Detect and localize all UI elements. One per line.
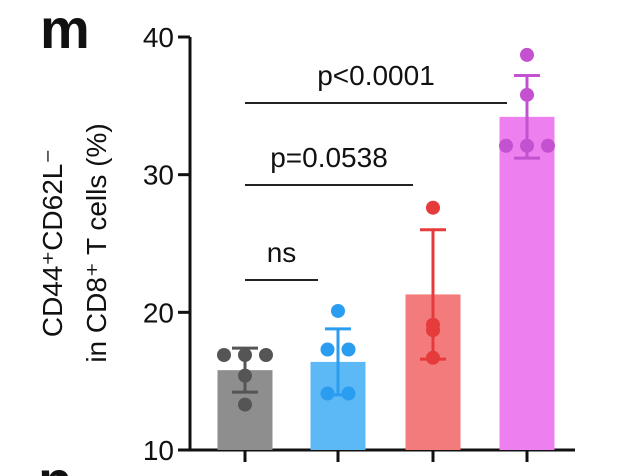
data-point	[320, 342, 335, 357]
data-point	[541, 138, 555, 153]
data-point	[217, 348, 231, 363]
data-point	[238, 368, 252, 383]
data-point	[238, 348, 252, 363]
panel-label: m	[40, 0, 90, 60]
data-point	[341, 342, 356, 357]
y-tick-label: 40	[143, 22, 174, 53]
data-point	[426, 350, 440, 365]
bar	[499, 116, 555, 450]
data-point	[320, 386, 335, 401]
y-tick-label: 10	[143, 435, 174, 466]
significance-label: ns	[267, 237, 297, 268]
y-axis-label: CD44⁺CD62L⁻	[37, 149, 68, 337]
y-axis-label: in CD8⁺ T cells (%)	[81, 123, 112, 362]
data-point	[426, 323, 440, 338]
y-tick-label: 30	[143, 160, 174, 191]
significance-label: p=0.0538	[270, 142, 388, 173]
data-point	[520, 138, 534, 153]
data-point	[331, 303, 345, 318]
panel-label: n	[38, 449, 72, 476]
data-point	[499, 138, 513, 153]
data-point	[520, 87, 534, 102]
data-point	[426, 200, 440, 215]
data-point	[341, 386, 356, 401]
y-tick-label: 20	[143, 297, 174, 328]
significance-label: p<0.0001	[317, 60, 435, 91]
data-point	[238, 397, 252, 412]
data-point	[259, 348, 273, 363]
data-point	[520, 47, 534, 62]
